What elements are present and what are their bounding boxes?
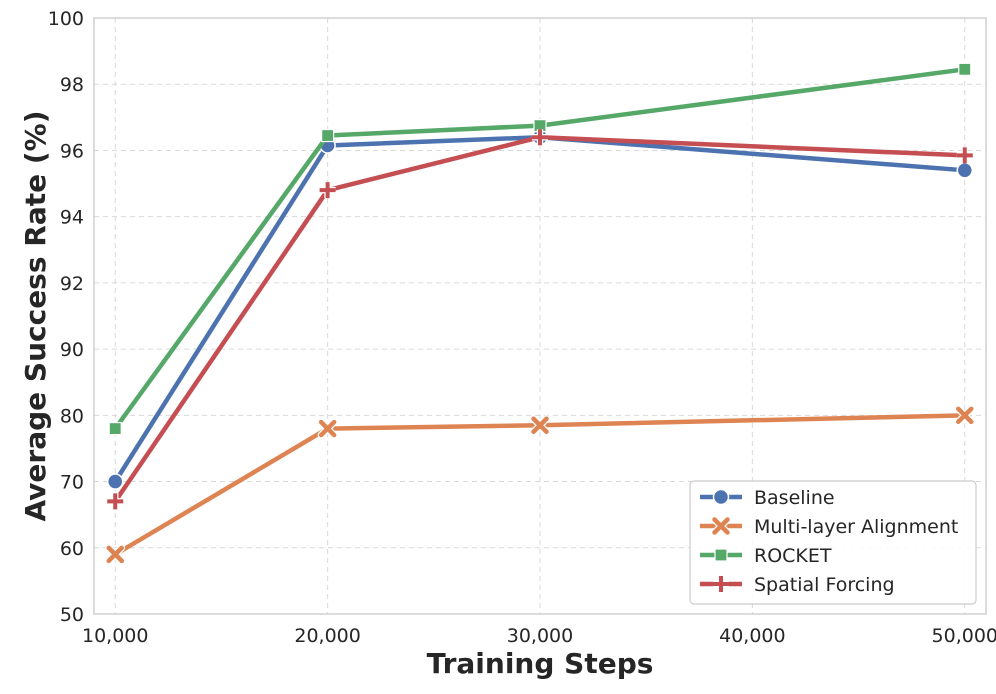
series-line bbox=[112, 134, 968, 504]
x-tick-label: 50,000 bbox=[932, 625, 996, 647]
y-tick-label: 100 bbox=[48, 8, 84, 30]
data-point bbox=[106, 473, 124, 490]
y-tick-label: 80 bbox=[60, 405, 84, 427]
series-lines bbox=[105, 62, 975, 565]
y-tick-label: 90 bbox=[60, 339, 84, 361]
y-axis-title: Average Success Rate (%) bbox=[19, 111, 52, 522]
y-tick-label: 92 bbox=[60, 273, 84, 295]
data-point bbox=[321, 128, 335, 143]
legend-label: ROCKET bbox=[754, 545, 832, 567]
series-multi-layer-alignment bbox=[105, 405, 975, 565]
x-tick-label: 40,000 bbox=[719, 625, 785, 647]
tick-labels: 50 60 70 80 90 92 94 96 98 100 10,000 20,000 30,000 4… bbox=[48, 8, 996, 647]
y-tick-label: 50 bbox=[60, 604, 84, 626]
data-point bbox=[954, 405, 975, 426]
data-point bbox=[319, 182, 336, 199]
data-point bbox=[958, 62, 972, 76]
data-point bbox=[317, 418, 338, 439]
legend-marker bbox=[711, 516, 731, 536]
series-line bbox=[112, 413, 968, 557]
legend-marker bbox=[712, 488, 730, 506]
y-tick-label: 98 bbox=[60, 74, 84, 96]
legend-box bbox=[689, 480, 977, 605]
series-line bbox=[112, 134, 968, 484]
x-tick-label: 20,000 bbox=[294, 625, 360, 647]
legend-marker bbox=[714, 548, 728, 562]
legend-label: Multi-layer Alignment bbox=[754, 516, 958, 538]
x-tick-label: 30,000 bbox=[507, 625, 573, 647]
data-point bbox=[532, 129, 548, 146]
series-spatial-forcing bbox=[107, 129, 973, 510]
x-tick-label: 10,000 bbox=[82, 625, 148, 647]
legend-marker bbox=[713, 576, 729, 592]
legend-label: Spatial Forcing bbox=[754, 574, 895, 596]
data-point bbox=[108, 421, 122, 436]
legend-item: Spatial Forcing bbox=[700, 574, 895, 596]
y-tick-label: 60 bbox=[60, 538, 84, 560]
plot-frame bbox=[93, 17, 987, 615]
legend-item: Multi-layer Alignment bbox=[700, 516, 958, 538]
legend-item: ROCKET bbox=[700, 545, 832, 567]
x-axis-title: Training Steps bbox=[427, 647, 654, 680]
data-point bbox=[530, 415, 550, 436]
legend-item: Baseline bbox=[700, 487, 835, 509]
series-line bbox=[112, 67, 968, 431]
y-tick-label: 94 bbox=[60, 207, 84, 229]
legend: Baseline Multi-layer Alignment ROCKET Spati… bbox=[689, 480, 977, 605]
data-point bbox=[956, 147, 973, 164]
data-point bbox=[956, 162, 974, 179]
series-rocket bbox=[108, 62, 972, 436]
legend-label: Baseline bbox=[754, 487, 835, 509]
y-tick-label: 96 bbox=[60, 140, 84, 162]
data-point bbox=[107, 493, 124, 510]
y-tick-label: 70 bbox=[60, 472, 84, 494]
data-point bbox=[105, 544, 126, 565]
